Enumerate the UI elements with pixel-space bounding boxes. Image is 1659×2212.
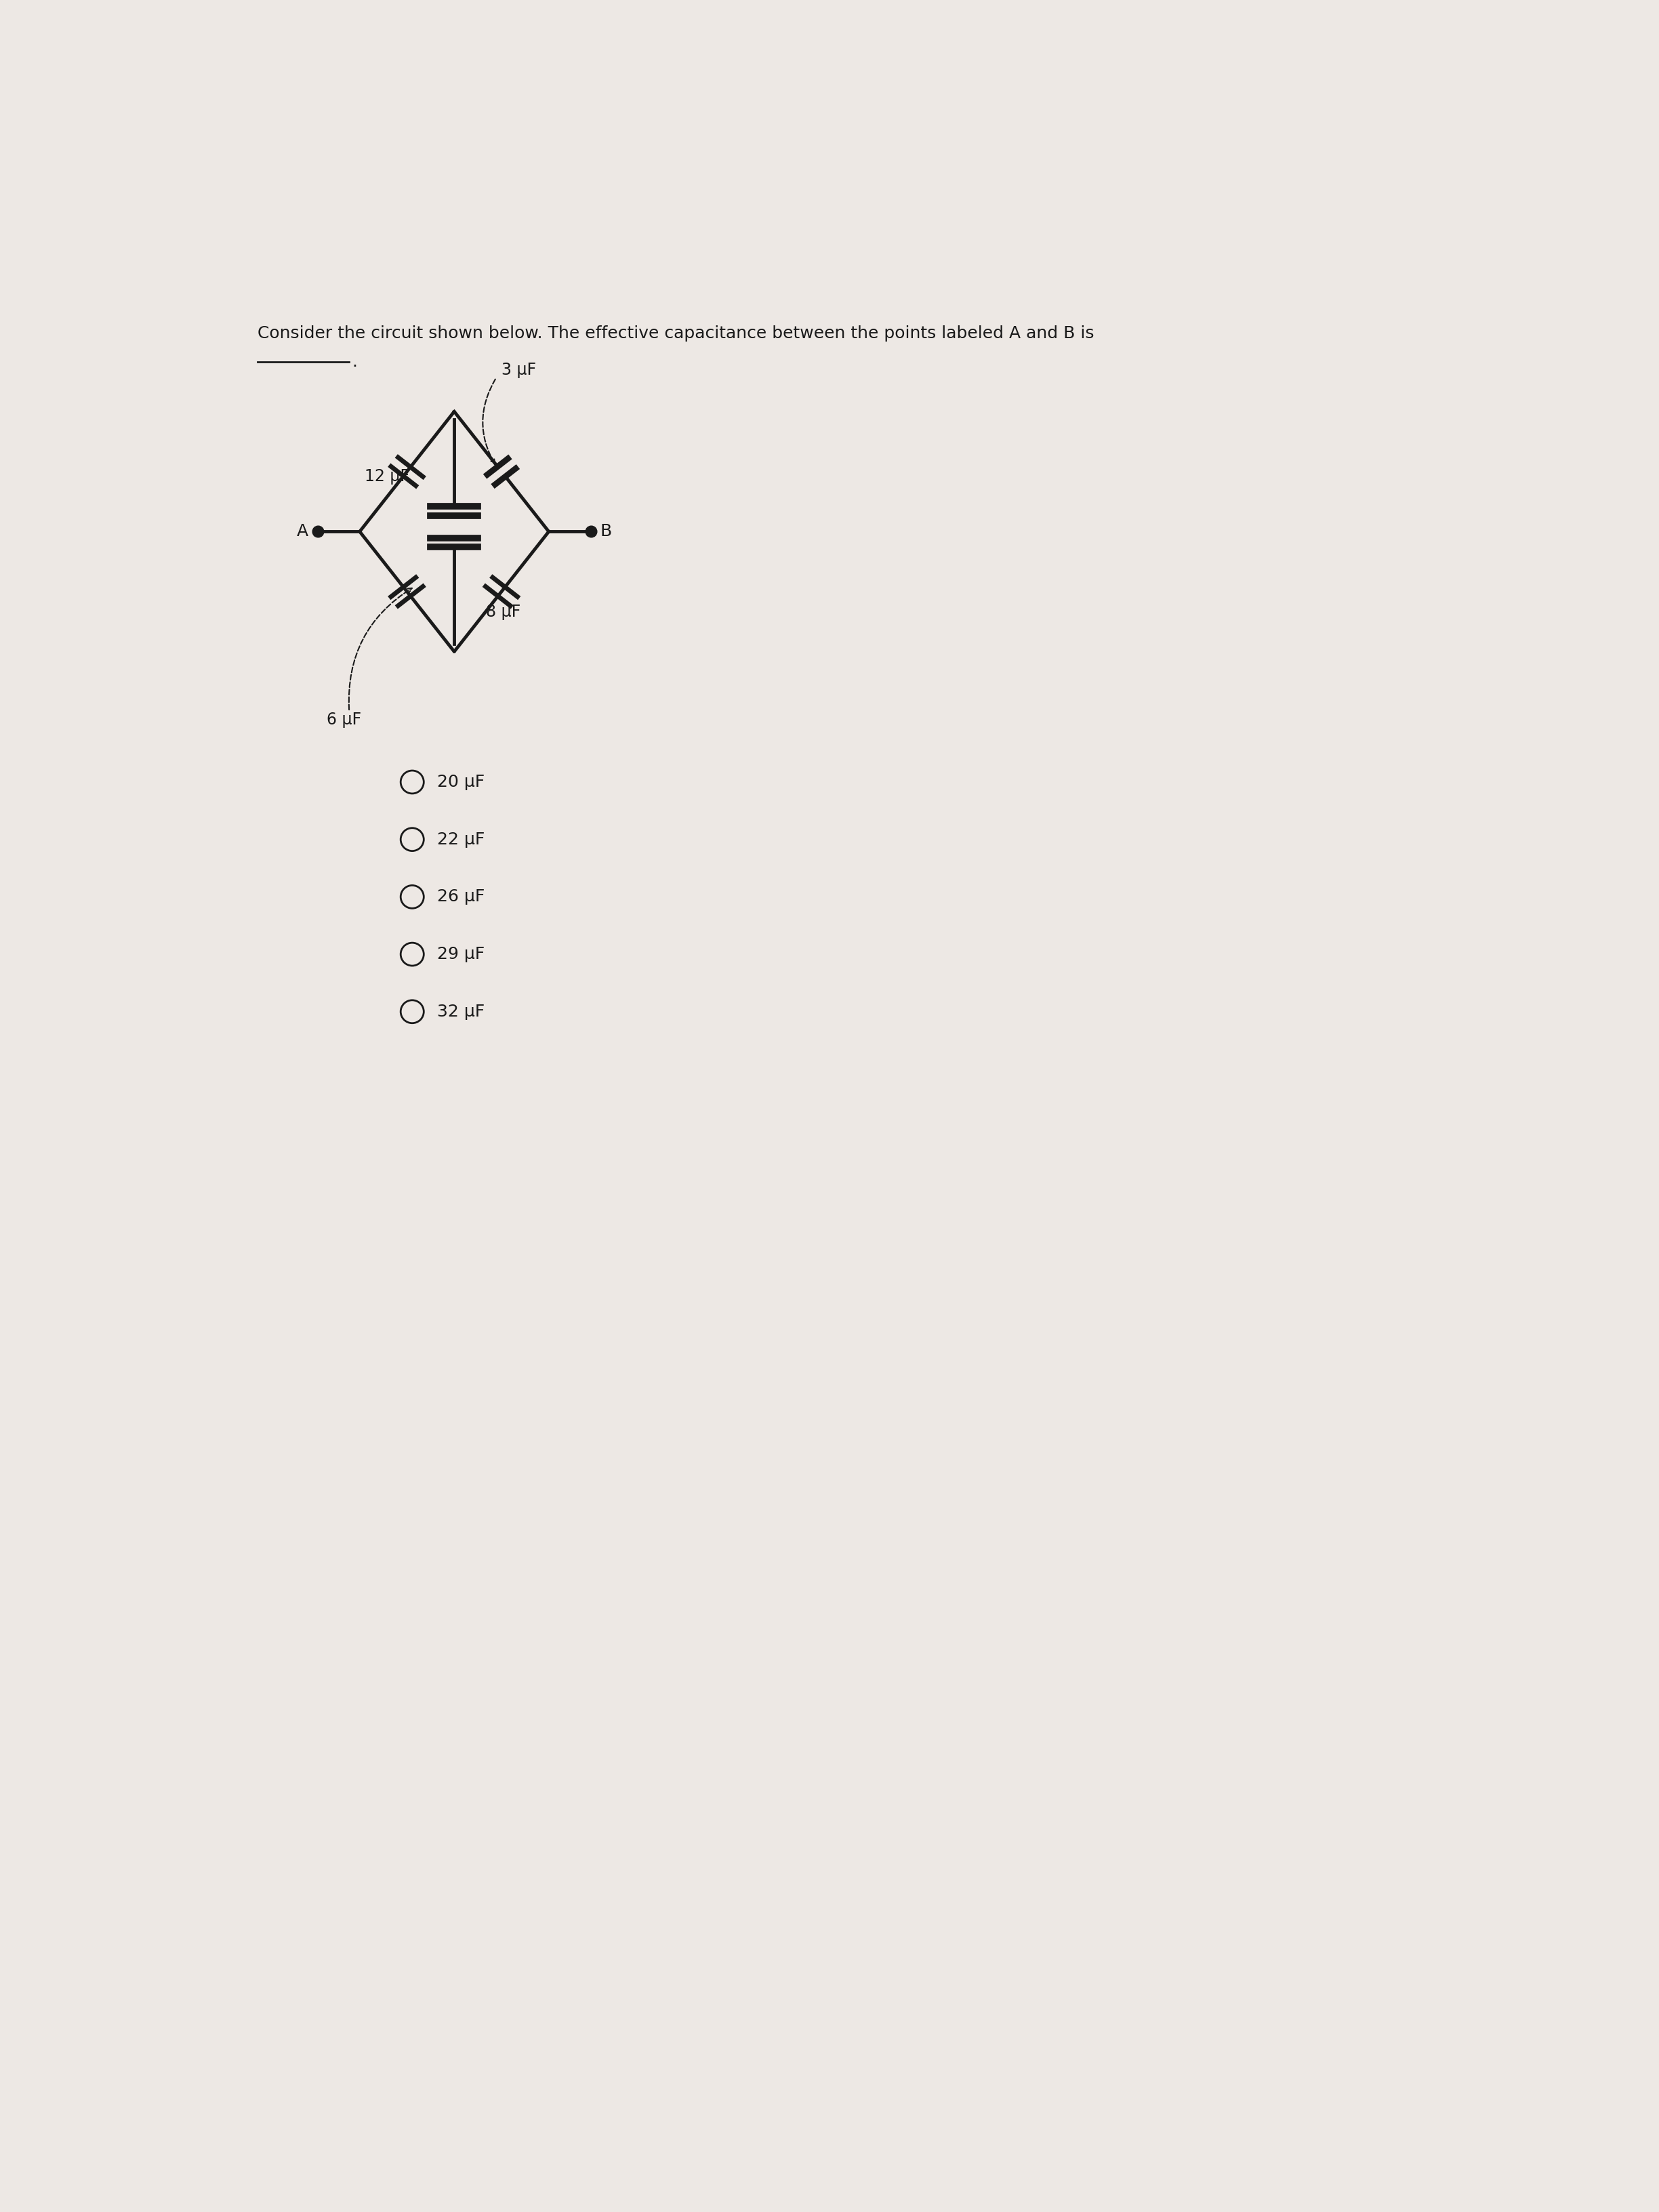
Text: 12 μF: 12 μF (365, 469, 410, 484)
Text: Consider the circuit shown below. The effective capacitance between the points l: Consider the circuit shown below. The ef… (257, 325, 1093, 341)
Text: 22 μF: 22 μF (436, 832, 484, 847)
Text: 8 μF: 8 μF (486, 604, 521, 619)
Text: B: B (601, 524, 612, 540)
Text: 32 μF: 32 μF (436, 1004, 484, 1020)
Text: 3 μF: 3 μF (501, 363, 536, 378)
Text: 20 μF: 20 μF (436, 774, 484, 790)
Text: 6 μF: 6 μF (327, 712, 362, 728)
Text: 29 μF: 29 μF (436, 947, 484, 962)
Text: 26 μF: 26 μF (436, 889, 484, 905)
Text: .: . (352, 354, 357, 369)
Text: A: A (297, 524, 309, 540)
